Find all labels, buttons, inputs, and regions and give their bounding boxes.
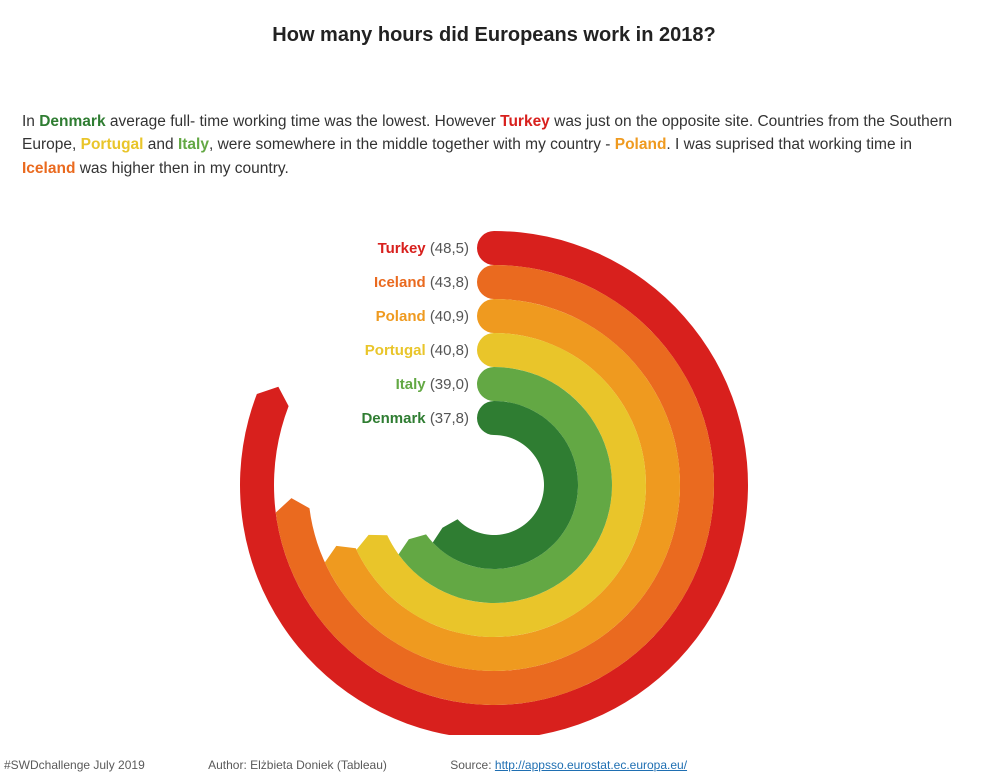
footer-author: Author: Elżbieta Doniek (Tableau) [208, 758, 387, 772]
arc-label-poland: Poland (40,9) [376, 308, 469, 325]
footer-source-link[interactable]: http://appsso.eurostat.ec.europa.eu/ [495, 758, 687, 772]
footer-hashtag: #SWDchallenge July 2019 [4, 758, 145, 772]
arc-label-turkey: Turkey (48,5) [378, 240, 469, 257]
chart-footer: #SWDchallenge July 2019 Author: Elżbieta… [4, 758, 984, 772]
arc-label-portugal: Portugal (40,8) [365, 342, 469, 359]
chart-description: In Denmark average full- time working ti… [22, 110, 966, 180]
radial-bar-chart: Turkey (48,5) Iceland (43,8) Poland (40,9)… [0, 195, 988, 735]
arc-label-italy: Italy (39,0) [396, 376, 469, 393]
footer-source: Source: http://appsso.eurostat.ec.europa… [450, 758, 687, 772]
arc-label-denmark: Denmark (37,8) [361, 410, 469, 427]
chart-title: How many hours did Europeans work in 201… [0, 0, 988, 47]
footer-source-label: Source: [450, 758, 495, 772]
arc-label-iceland: Iceland (43,8) [374, 274, 469, 291]
